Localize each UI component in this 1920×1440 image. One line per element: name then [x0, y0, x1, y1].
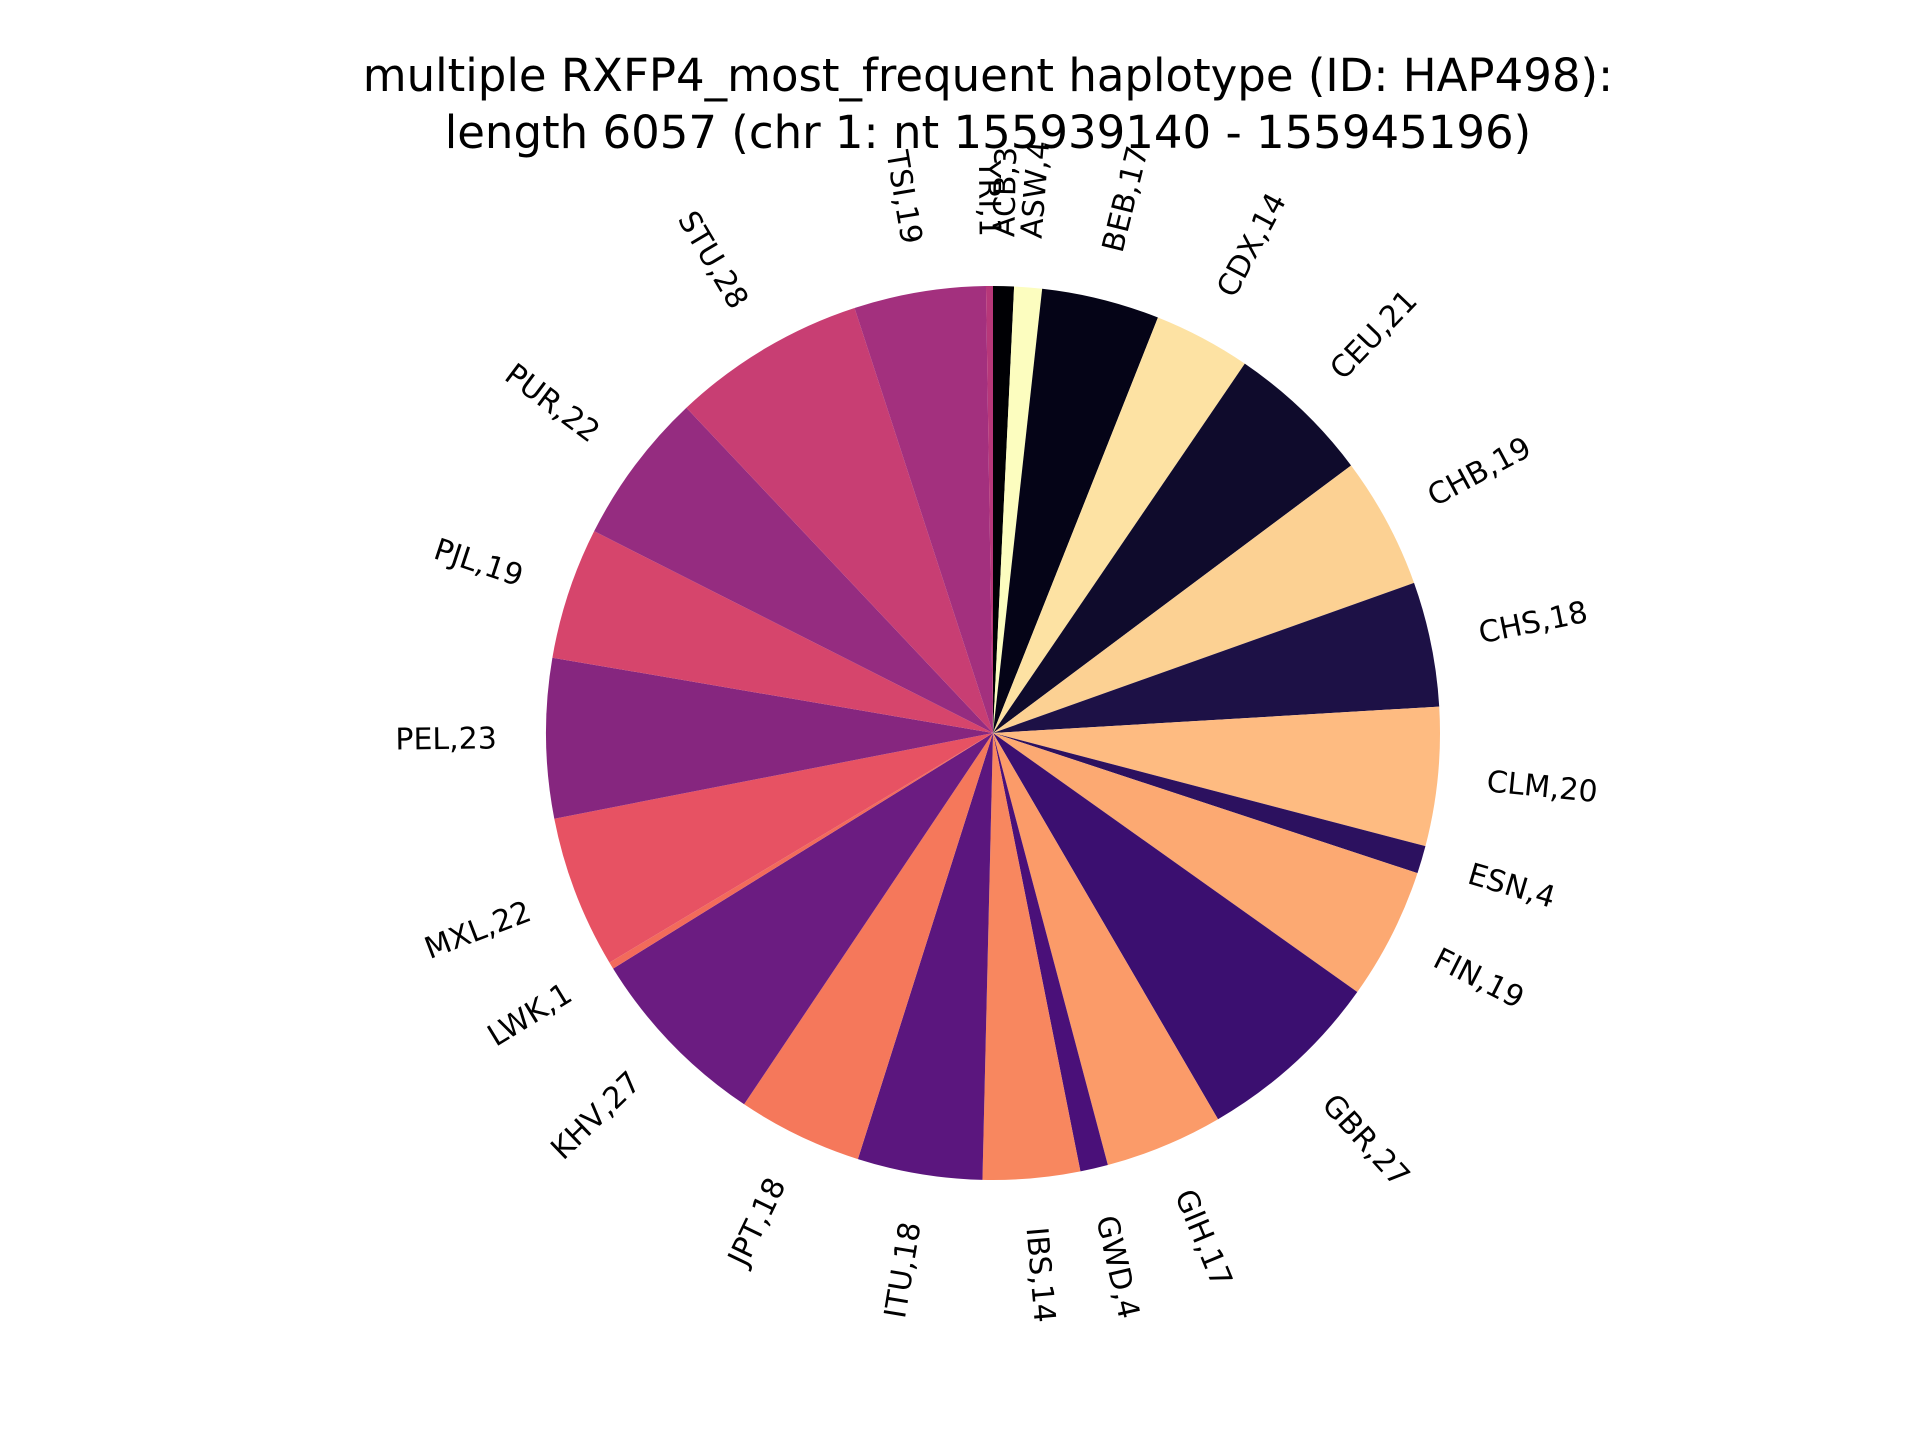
slice-label-chs: CHS,18	[1476, 595, 1591, 651]
slice-label-beb: BEB,17	[1096, 143, 1156, 256]
slice-label-pur: PUR,22	[498, 357, 606, 450]
slice-label-asw: ASW,4	[1015, 139, 1058, 239]
slice-label-chb: CHB,19	[1422, 430, 1537, 514]
pie-slice-gwd	[993, 733, 1108, 1172]
pie-slice-ibs	[982, 733, 1081, 1180]
chart-title-line-2: length 6057 (chr 1: nt 155939140 - 15594…	[445, 106, 1532, 159]
slice-label-gih: GIH,17	[1167, 1185, 1239, 1293]
pie-slice-beb	[993, 288, 1158, 733]
pie-slice-yri	[985, 286, 993, 733]
slice-label-cdx: CDX,14	[1210, 187, 1294, 303]
pie-slices	[546, 286, 1440, 1180]
pie-slice-mxl	[554, 733, 993, 963]
pie-slice-khv	[613, 733, 993, 1105]
pie-slice-pur	[594, 407, 993, 733]
pie-slice-fin	[993, 733, 1418, 993]
pie-slice-asw	[993, 286, 1043, 733]
slice-label-clm: CLM,20	[1485, 764, 1599, 810]
chart-title-line-1: multiple RXFP4_most_frequent haplotype (…	[363, 49, 1613, 102]
slice-label-ibs: IBS,14	[1018, 1226, 1061, 1324]
slice-label-mxl: MXL,22	[420, 894, 536, 966]
pie-slice-ceu	[993, 363, 1352, 733]
pie-slice-chb	[993, 465, 1415, 733]
pie-slice-chs	[993, 582, 1440, 733]
slice-label-gbr: GBR,27	[1315, 1088, 1417, 1195]
pie-slice-pel	[546, 657, 993, 819]
pie-slice-gih	[993, 733, 1219, 1165]
slice-label-gwd: GWD,4	[1088, 1212, 1146, 1322]
slice-label-esn: ESN,4	[1464, 857, 1559, 916]
slice-label-fin: FIN,19	[1428, 941, 1530, 1016]
pie-slice-itu	[857, 733, 993, 1180]
slice-label-acb: ACB,3	[987, 146, 1024, 237]
pie-slice-lwk	[609, 733, 993, 969]
pie-slice-jpt	[744, 733, 993, 1160]
slice-label-pel: PEL,23	[395, 721, 497, 757]
pie-slice-stu	[686, 307, 993, 733]
slice-label-tsi: TSI,19	[878, 147, 928, 246]
pie-slice-cdx	[993, 317, 1245, 733]
pie-slice-pjl	[552, 531, 993, 733]
pie-slice-tsi	[854, 286, 993, 733]
slice-label-khv: KHV,27	[544, 1065, 648, 1167]
pie-slice-gbr	[993, 733, 1358, 1120]
slice-label-stu: STU,28	[670, 205, 755, 315]
chart-title: multiple RXFP4_most_frequent haplotype (…	[363, 49, 1613, 159]
slice-label-lwk: LWK,1	[482, 976, 579, 1054]
pie-slice-clm	[993, 706, 1440, 847]
slice-label-yri: YRI,1	[971, 159, 1007, 237]
slice-label-itu: ITU,18	[878, 1220, 928, 1321]
slice-label-jpt: JPT,18	[721, 1172, 794, 1273]
pie-slice-acb	[993, 286, 1015, 733]
pie-slice-esn	[993, 733, 1426, 874]
slice-label-ceu: CEU,21	[1324, 283, 1425, 386]
slice-label-pjl: PJL,19	[430, 532, 528, 594]
